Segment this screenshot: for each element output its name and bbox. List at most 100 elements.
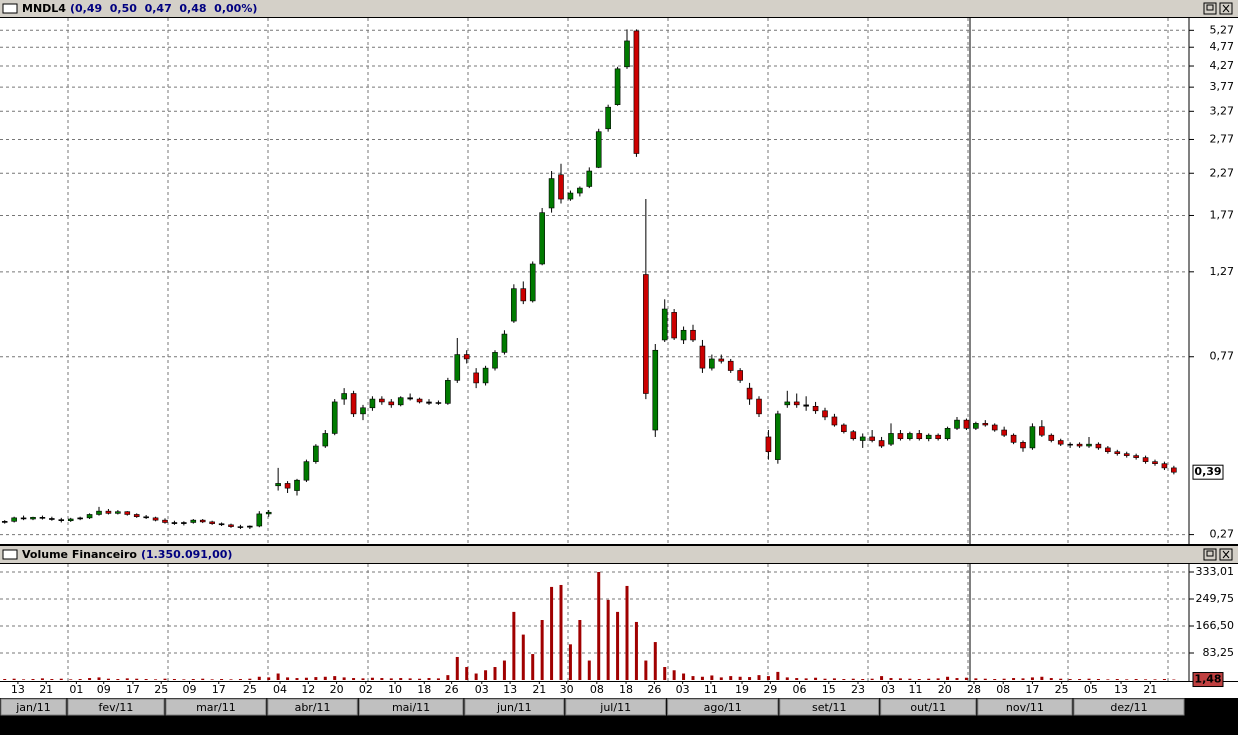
volume-bar [1153, 679, 1157, 680]
x-tick-label: 17 [126, 683, 140, 696]
volume-bar [559, 584, 563, 680]
x-tick-label: 17 [1025, 683, 1039, 696]
volume-bar [78, 679, 82, 680]
volume-bar [1106, 679, 1110, 680]
month-label: jan/11 [15, 701, 50, 714]
candle-body [1152, 461, 1158, 464]
candle-body [718, 358, 725, 362]
candle-body [1048, 434, 1055, 441]
candle-body [1086, 443, 1092, 447]
month-band [1073, 698, 1185, 716]
x-tick-label: 25 [1055, 683, 1069, 696]
panel-icon [2, 3, 18, 14]
candle-body [11, 517, 17, 522]
candle-body [1020, 442, 1026, 449]
candle-body [614, 68, 621, 105]
volume-bar [267, 677, 271, 680]
volume-bar [653, 642, 657, 680]
month-band [779, 698, 880, 716]
candle-body [369, 398, 376, 409]
panel-title: Volume Financeiro [22, 548, 137, 561]
volume-bar [719, 677, 723, 680]
volume-bar [870, 678, 874, 680]
candle-body [322, 433, 329, 447]
volume-bar [936, 678, 940, 680]
candle-body [162, 519, 168, 523]
candle-body [463, 354, 470, 360]
volume-bar [766, 676, 770, 680]
x-tick-label: 13 [11, 683, 25, 696]
x-tick-label: 20 [330, 683, 344, 696]
candle-body [784, 401, 791, 406]
candle-body [96, 510, 102, 515]
volume-bar [898, 678, 902, 680]
candle-body [473, 372, 479, 384]
volume-bar [983, 678, 987, 680]
candle-body [426, 401, 432, 404]
candle-body [925, 434, 932, 440]
candle-body [690, 329, 696, 341]
x-tick-label: 03 [676, 683, 690, 696]
candle-body [529, 263, 536, 302]
x-tick-label: 18 [417, 683, 431, 696]
candle-body [379, 398, 385, 403]
restore-icon [1206, 4, 1214, 11]
volume-bar [182, 679, 186, 680]
volume-bar [682, 673, 686, 680]
restore-button[interactable] [1203, 548, 1217, 561]
candle-body [756, 398, 762, 415]
candle-body [963, 419, 970, 429]
volume-bar [625, 585, 629, 680]
y-tick-label: 3,77 [1210, 80, 1235, 93]
volume-bar [795, 678, 799, 680]
y-tick-label: 1,27 [1210, 265, 1235, 278]
restore-button[interactable] [1203, 2, 1217, 15]
volume-bar [993, 679, 997, 680]
x-tick-label: 21 [532, 683, 546, 696]
candle-body [49, 518, 55, 520]
x-tick-label: 21 [39, 683, 53, 696]
x-tick-label: 25 [243, 683, 257, 696]
candle-body [1161, 463, 1168, 469]
volume-bar [484, 670, 488, 680]
volume-bar [955, 678, 959, 680]
volume-bar [814, 677, 818, 680]
x-tick-label: 15 [822, 683, 836, 696]
y-tick-label: 4,77 [1210, 40, 1235, 53]
candle-body [1067, 443, 1073, 446]
volume-bar [399, 678, 403, 680]
y-tick-label: 249,75 [1196, 592, 1235, 605]
x-tick-label: 30 [560, 683, 574, 696]
volume-bar [333, 676, 337, 680]
volume-bar [116, 679, 120, 680]
volume-bar [550, 586, 554, 680]
candle-body [671, 312, 677, 339]
volume-bar [1078, 679, 1082, 680]
month-band [464, 698, 565, 716]
x-tick-label: 13 [503, 683, 517, 696]
volume-bar [12, 678, 16, 680]
candle-body [39, 517, 46, 519]
candle-body [228, 524, 234, 527]
last-value-label: 0,39 [1194, 465, 1221, 478]
candle-body [652, 349, 659, 431]
candle-body [133, 514, 140, 518]
x-tick-label: 23 [851, 683, 865, 696]
candle-body [190, 519, 197, 523]
month-label: set/11 [812, 701, 847, 714]
candle-body [850, 431, 857, 440]
candle-body [558, 174, 564, 200]
volume-bar [663, 667, 667, 680]
volume-bar [804, 678, 808, 680]
x-tick-label: 21 [1143, 683, 1157, 696]
volume-bar [493, 667, 497, 680]
volume-bar [172, 679, 176, 680]
candle-body [643, 274, 649, 394]
volume-bar [880, 676, 884, 680]
candle-body [511, 288, 517, 322]
month-band [67, 698, 165, 716]
candle-body [435, 402, 442, 404]
volume-bar [97, 677, 101, 680]
window-controls[interactable] [1203, 2, 1233, 561]
volume-bar [69, 679, 73, 680]
